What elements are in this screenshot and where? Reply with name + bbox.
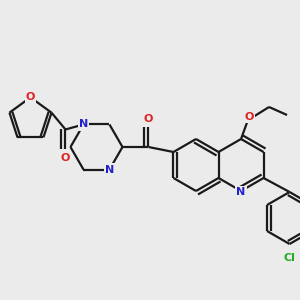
Text: O: O <box>26 92 35 102</box>
Text: Cl: Cl <box>284 253 296 263</box>
Text: O: O <box>144 114 153 124</box>
Text: N: N <box>79 119 88 130</box>
Text: O: O <box>244 112 254 122</box>
Text: O: O <box>61 154 70 164</box>
Text: N: N <box>105 164 114 175</box>
Text: N: N <box>236 187 246 197</box>
